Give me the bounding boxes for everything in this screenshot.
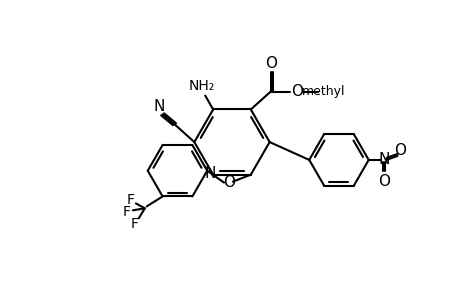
- Text: NH₂: NH₂: [188, 79, 214, 93]
- Text: F: F: [127, 194, 134, 207]
- Text: O: O: [291, 84, 303, 99]
- Text: O: O: [378, 174, 390, 189]
- Text: N: N: [378, 152, 389, 167]
- Text: O: O: [393, 142, 405, 158]
- Text: O: O: [223, 175, 235, 190]
- Text: N: N: [204, 166, 215, 181]
- Text: F: F: [131, 217, 139, 231]
- Text: methyl: methyl: [302, 85, 345, 98]
- Text: F: F: [123, 205, 131, 219]
- Text: O: O: [265, 56, 277, 71]
- Text: N: N: [154, 99, 165, 114]
